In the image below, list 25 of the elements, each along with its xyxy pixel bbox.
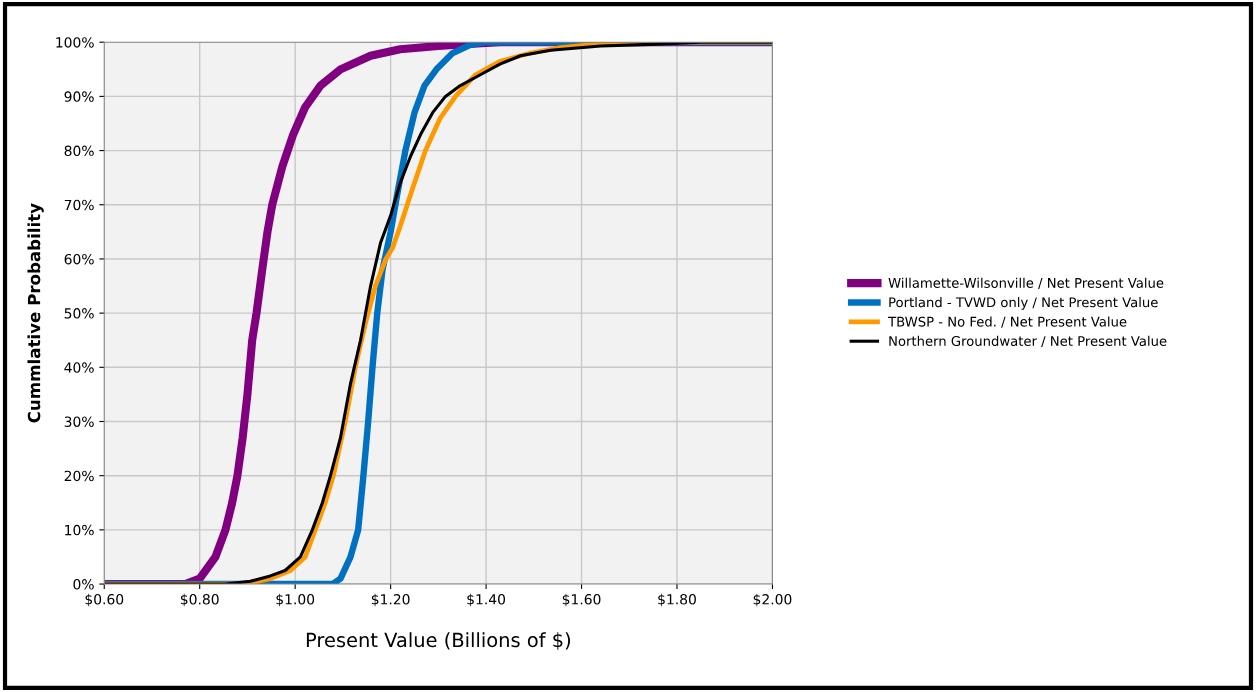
y-tick-label: 40% <box>64 362 94 373</box>
y-tick-label: 30% <box>64 416 94 427</box>
y-tick-label: 50% <box>64 308 94 319</box>
y-tick-label: 90% <box>64 91 94 102</box>
x-tick-label: $1.00 <box>276 593 315 607</box>
y-tick-label: 70% <box>64 199 94 211</box>
y-axis-title: Cummlative Probability <box>27 203 44 423</box>
legend-label: Willamette-Wilsonville / Net Present Value <box>888 277 1164 289</box>
legend-label: Portland - TVWD only / Net Present Value <box>889 297 1158 310</box>
x-tick-label: $2.00 <box>753 593 792 607</box>
y-tick-label: 100% <box>56 37 94 48</box>
x-tick-label: $1.60 <box>562 593 601 607</box>
x-tick-label: $0.80 <box>180 593 219 607</box>
y-tick-label: 0% <box>73 579 94 590</box>
x-tick-label: $0.60 <box>85 593 124 607</box>
x-tick-label: $1.40 <box>467 593 506 607</box>
y-tick-label: 80% <box>64 145 94 157</box>
x-tick-label: $1.20 <box>371 593 410 607</box>
y-tick-label: 60% <box>64 253 94 265</box>
y-tick-label: 20% <box>64 470 94 482</box>
y-tick-label: 10% <box>65 524 94 536</box>
x-tick-label: $1.80 <box>658 593 696 607</box>
legend-label: Northern Groundwater / Net Present Value <box>889 335 1167 348</box>
legend-label: TBWSP - No Fed. / Net Present Value <box>888 316 1127 328</box>
x-axis-title: Present Value (Billions of $) <box>306 632 570 650</box>
